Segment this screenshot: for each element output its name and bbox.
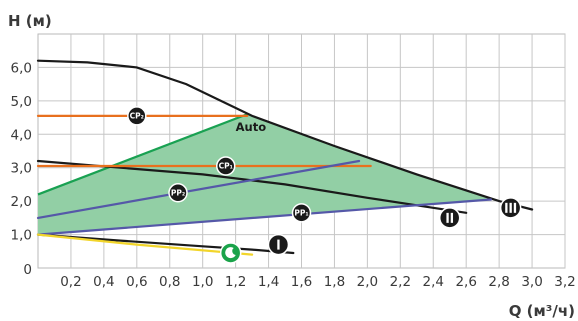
badge-circle — [291, 203, 312, 223]
badge-label: CP₂ — [130, 112, 144, 121]
x-tick-label: 1,6 — [291, 274, 312, 290]
auto-area-layer: Auto — [37, 113, 495, 235]
badge-bar — [509, 202, 512, 213]
badge-bar — [513, 202, 517, 213]
badge-i — [267, 233, 290, 256]
x-tick-label: 3,0 — [521, 274, 542, 290]
x-tick-label: 2,2 — [390, 274, 411, 290]
badge-circle — [438, 207, 461, 229]
y-tick-label: 3,0 — [11, 161, 32, 177]
x-axis-title: Q (м³/ч) — [509, 302, 575, 320]
series-line-night — [36, 233, 254, 256]
series-line-pp2 — [36, 159, 361, 219]
badge-iii — [499, 197, 522, 219]
series-line-iii — [36, 59, 534, 211]
x-tick-label: 0,8 — [159, 274, 180, 290]
badge-layer: CP₂ CP₁ PP₂ PP₁ — [127, 106, 522, 264]
badge-bar — [505, 202, 508, 213]
badge-cp2: CP₂ — [127, 106, 147, 126]
badge-circle — [168, 183, 188, 203]
moon-icon — [225, 247, 236, 259]
series-line-pp1 — [36, 198, 492, 236]
x-tick-label: 2,4 — [423, 274, 444, 290]
x-tick-label: 3,2 — [554, 274, 575, 290]
badge-cp1: CP₁ — [215, 156, 236, 176]
x-tick-label: 0,2 — [60, 274, 81, 290]
badge-label: CP₁ — [219, 162, 233, 171]
badge-pp1: PP₁ — [291, 203, 312, 223]
badge-bar — [446, 212, 449, 223]
auto-area-label: Auto — [236, 120, 267, 134]
x-tick-label: 2,8 — [488, 274, 509, 290]
x-tick-label: 1,8 — [324, 274, 345, 290]
y-axis-title: H (м) — [8, 12, 52, 30]
x-tick-label: 0,4 — [93, 274, 114, 290]
series-line-ii — [36, 159, 468, 214]
auto-area — [38, 114, 495, 235]
x-tick-label: 1,2 — [225, 274, 246, 290]
x-tick-label: 0,6 — [126, 274, 147, 290]
badge-label: PP₂ — [171, 188, 185, 197]
badge-bar — [450, 212, 454, 223]
badge-circle — [215, 156, 236, 176]
x-tick-label: 2,0 — [357, 274, 378, 290]
series-line-i — [36, 233, 295, 255]
badge-label: PP₁ — [294, 209, 308, 218]
y-tick-label: 4,0 — [11, 127, 32, 143]
badge-bar — [277, 239, 280, 250]
badge-night — [219, 242, 242, 264]
y-tick-label: 6,0 — [11, 60, 32, 76]
badge-pp2: PP₂ — [168, 183, 188, 203]
badge-circle — [127, 106, 147, 126]
badge-ii — [438, 207, 461, 229]
x-tick-label: 1,4 — [258, 274, 279, 290]
grid — [37, 33, 566, 269]
tick-labels: 0,2 0,4 0,6 0,8 1,0 1,2 1,4 1,6 1,8 2,0 2,2 2,4 2,6 2… — [11, 60, 576, 290]
y-tick-label: 5,0 — [11, 94, 32, 110]
x-tick-label: 1,0 — [192, 274, 213, 290]
auto-area-edge — [37, 113, 248, 196]
x-tick-label: 2,6 — [455, 274, 476, 290]
y-tick-label: 1,0 — [11, 228, 32, 244]
origin-label: 0 — [23, 262, 32, 278]
y-tick-label: 2,0 — [11, 194, 32, 210]
